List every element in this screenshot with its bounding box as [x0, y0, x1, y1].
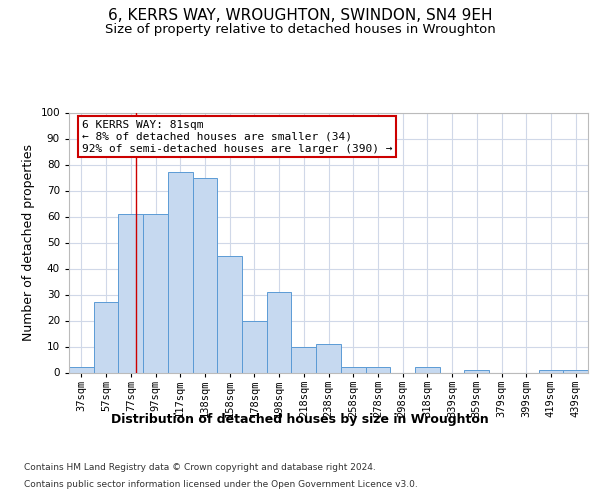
Bar [118, 214, 143, 372]
Text: Size of property relative to detached houses in Wroughton: Size of property relative to detached ho… [104, 22, 496, 36]
Bar [464, 370, 489, 372]
Text: Distribution of detached houses by size in Wroughton: Distribution of detached houses by size … [111, 412, 489, 426]
Bar [292, 346, 316, 372]
Bar [94, 302, 118, 372]
Bar [242, 320, 267, 372]
Bar [316, 344, 341, 372]
Bar [415, 368, 440, 372]
Bar [69, 368, 94, 372]
Text: 6 KERRS WAY: 81sqm
← 8% of detached houses are smaller (34)
92% of semi-detached: 6 KERRS WAY: 81sqm ← 8% of detached hous… [82, 120, 392, 154]
Bar [365, 368, 390, 372]
Text: Contains HM Land Registry data © Crown copyright and database right 2024.: Contains HM Land Registry data © Crown c… [24, 462, 376, 471]
Bar [563, 370, 588, 372]
Bar [267, 292, 292, 372]
Bar [341, 368, 365, 372]
Text: 6, KERRS WAY, WROUGHTON, SWINDON, SN4 9EH: 6, KERRS WAY, WROUGHTON, SWINDON, SN4 9E… [108, 8, 492, 22]
Bar [539, 370, 563, 372]
Bar [168, 172, 193, 372]
Text: Contains public sector information licensed under the Open Government Licence v3: Contains public sector information licen… [24, 480, 418, 489]
Bar [143, 214, 168, 372]
Bar [217, 256, 242, 372]
Y-axis label: Number of detached properties: Number of detached properties [22, 144, 35, 341]
Bar [193, 178, 217, 372]
